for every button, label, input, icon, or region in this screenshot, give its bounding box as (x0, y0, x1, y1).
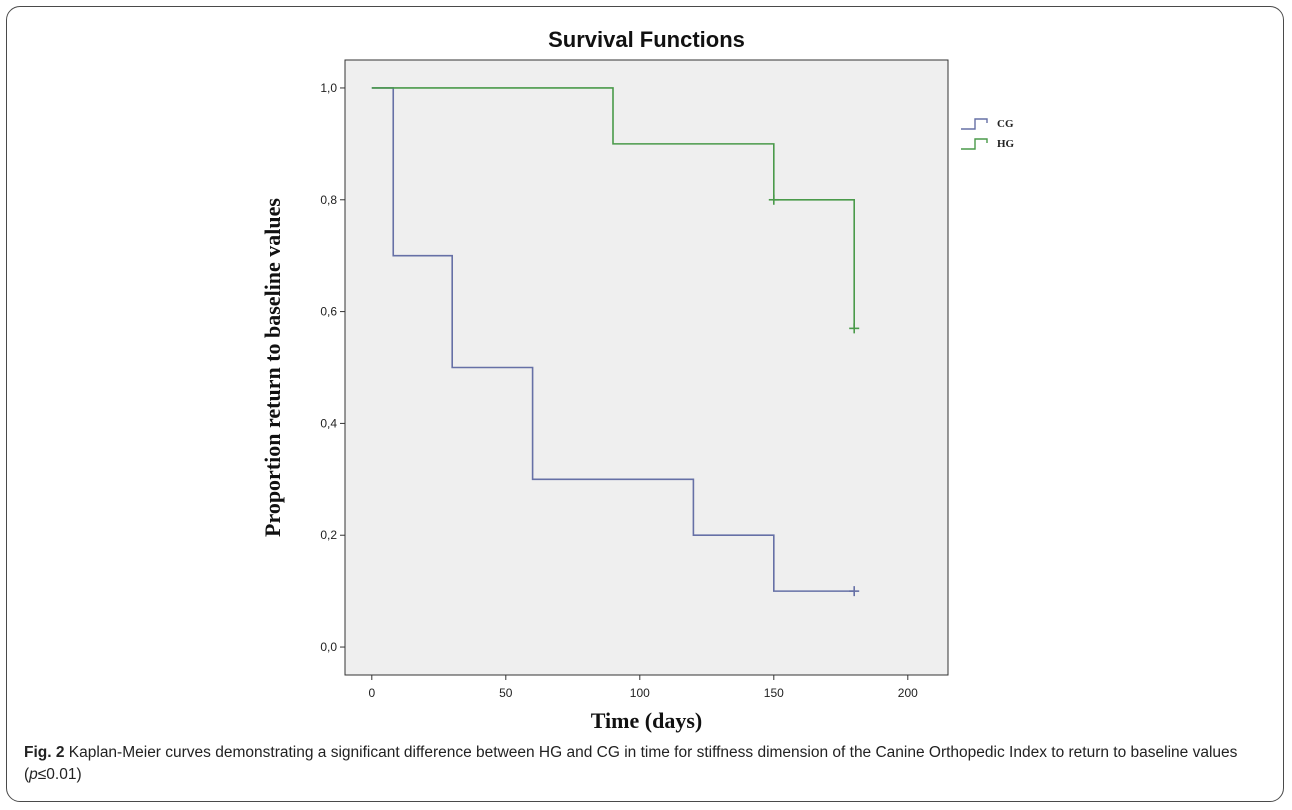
legend-item-cg: CG (961, 118, 1014, 130)
y-tick-label: 0,0 (320, 640, 337, 654)
x-tick-label: 0 (368, 686, 375, 700)
y-tick-label: 1,0 (320, 81, 337, 95)
legend-label: CG (997, 118, 1014, 130)
x-tick-label: 50 (499, 686, 513, 700)
caption-text-before: Kaplan-Meier curves demonstrating a sign… (24, 744, 1238, 783)
y-tick-label: 0,4 (320, 416, 337, 430)
legend-swatch (961, 118, 988, 130)
figure-label: Fig. 2 (24, 744, 65, 761)
censor-mark-cg (849, 586, 860, 597)
legend-swatch (961, 138, 988, 150)
y-axis-title: Proportion return to baseline values (260, 198, 285, 537)
legend-label: HG (997, 138, 1015, 150)
series-layer (371, 87, 860, 597)
censor-mark-hg (768, 194, 779, 205)
axis-ticks: 0 50 100 150 200 0,0 0,2 0,4 0,6 0,8 1,0 (320, 81, 918, 700)
series-hg-line (371, 87, 856, 329)
figure-caption: Fig. 2 Kaplan-Meier curves demonstrating… (24, 742, 1269, 786)
caption-text-after: ≤0.01) (37, 766, 82, 783)
plot-area (344, 59, 949, 676)
y-tick-label: 0,8 (320, 193, 337, 207)
x-tick-label: 200 (898, 686, 918, 700)
caption-p-symbol: p (29, 766, 38, 783)
chart-title: Survival Functions (548, 27, 745, 52)
legend: CG HG (961, 118, 1015, 150)
y-tick-label: 0,2 (320, 528, 337, 542)
x-tick-label: 100 (630, 686, 650, 700)
x-axis-title: Time (days) (591, 708, 702, 733)
legend-item-hg: HG (961, 138, 1015, 150)
y-tick-label: 0,6 (320, 305, 337, 319)
x-tick-label: 150 (764, 686, 784, 700)
series-cg-line (371, 87, 855, 592)
censor-mark-hg (849, 323, 860, 334)
km-chart: Survival Functions Time (days) Proportio… (260, 27, 1015, 733)
